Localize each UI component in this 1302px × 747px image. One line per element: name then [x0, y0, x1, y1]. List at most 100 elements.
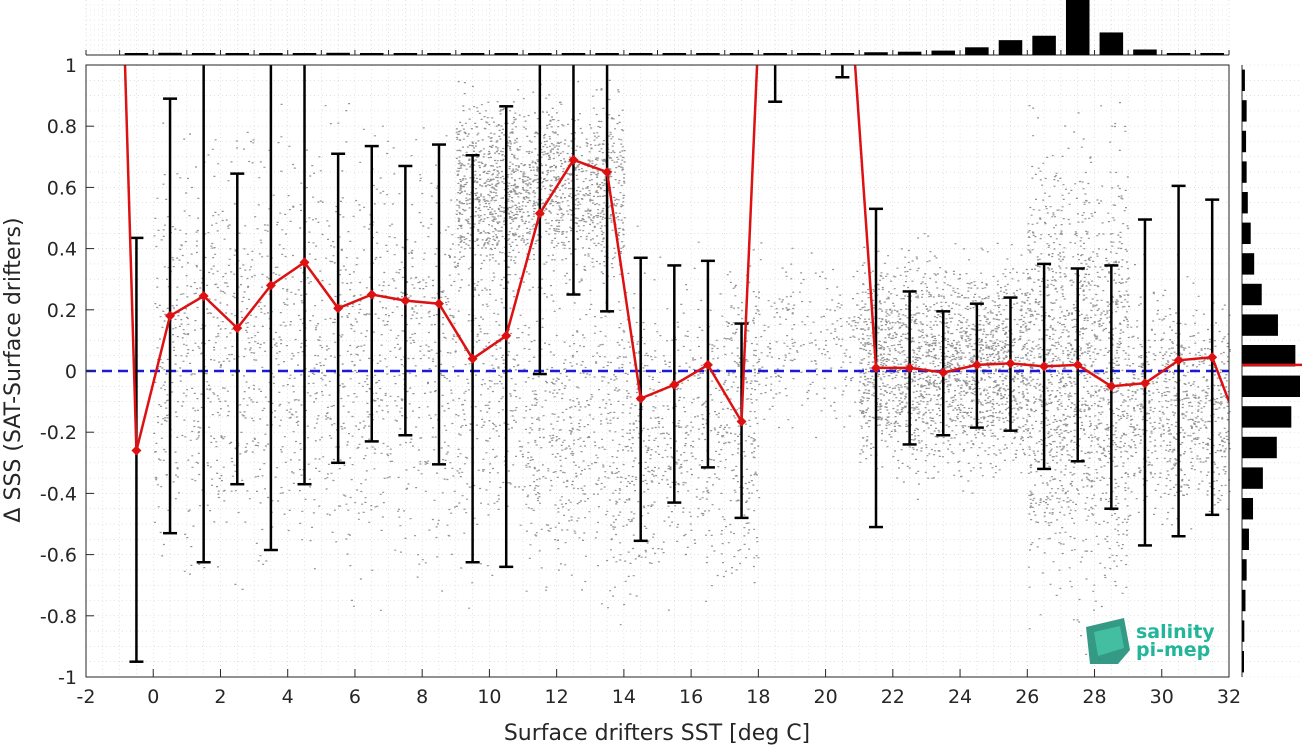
- y-tick-label: -0.8: [40, 606, 77, 628]
- x-tick-label: 8: [416, 686, 428, 708]
- top-hist-bar: [225, 53, 250, 55]
- right-hist-bar: [1242, 467, 1263, 489]
- mean-point: [568, 154, 579, 165]
- x-tick-label: 2: [214, 686, 226, 708]
- x-tick-label: 32: [1217, 686, 1241, 708]
- top-hist-bar: [1099, 32, 1124, 55]
- x-tick-label: 26: [1015, 686, 1039, 708]
- y-tick-label: 1: [65, 55, 77, 77]
- x-tick-label: 12: [545, 686, 569, 708]
- x-tick-label: 10: [477, 686, 501, 708]
- mean-point: [669, 379, 680, 390]
- axis-ticks: -2 0 2 4 6 8 10 12 14 16 18 20 22 24 26 28 30 32-1-0.8-0.…: [40, 55, 1241, 708]
- x-tick-label: 24: [948, 686, 972, 708]
- top-hist-bar: [595, 53, 619, 55]
- x-tick-label: 6: [349, 686, 361, 708]
- y-tick-label: -0.6: [40, 545, 77, 567]
- top-hist-bar: [158, 52, 182, 55]
- top-hist-bar: [1200, 53, 1224, 55]
- x-tick-label: -2: [77, 686, 96, 708]
- top-hist-bar: [326, 52, 350, 55]
- mean-point: [971, 359, 982, 370]
- mean-point: [1039, 361, 1050, 372]
- top-hist-bar: [1133, 49, 1157, 55]
- right-hist-bar: [1242, 344, 1296, 367]
- top-hist-bar: [998, 40, 1023, 55]
- mean-point: [736, 416, 747, 427]
- top-histogram: [85, 0, 1230, 56]
- salinity-pi-mep-logo: salinity pi-mep: [1086, 618, 1215, 664]
- mean-point: [938, 367, 949, 378]
- logo-text-line1: salinity: [1136, 621, 1215, 643]
- top-hist-bar: [628, 53, 653, 55]
- main-plot-area: [85, 64, 1231, 678]
- top-hist-bar: [1065, 0, 1090, 55]
- y-tick-label: 0: [65, 361, 77, 383]
- mean-line: [123, 65, 1229, 451]
- right-histogram: [1241, 64, 1302, 678]
- mean-point: [165, 310, 176, 321]
- x-axis-label: Surface drifters SST [deg C]: [504, 721, 810, 746]
- x-tick-label: 0: [147, 686, 159, 708]
- y-axis-label: Δ SSS (SAT-Surface drifters): [1, 217, 26, 522]
- top-hist-bar: [763, 53, 787, 55]
- mean-point: [366, 289, 377, 300]
- x-tick-label: 16: [679, 686, 703, 708]
- right-hist-bar: [1242, 497, 1254, 520]
- mean-point: [1072, 359, 1083, 370]
- right-hist-bar: [1242, 314, 1278, 336]
- top-hist-bar: [931, 50, 956, 55]
- top-hist-bar: [359, 53, 384, 55]
- right-hist-bar: [1242, 69, 1245, 92]
- x-tick-label: 4: [282, 686, 294, 708]
- right-hist-bar: [1242, 253, 1255, 275]
- top-hist-bar: [696, 53, 720, 55]
- mean-point: [299, 257, 310, 268]
- mean-point: [1106, 381, 1117, 392]
- top-hist-bar: [1166, 53, 1191, 55]
- mean-point: [904, 362, 915, 373]
- y-tick-label: -1: [58, 667, 77, 689]
- y-tick-label: 0.8: [47, 116, 77, 138]
- top-hist-bar: [830, 53, 855, 55]
- x-tick-label: 14: [612, 686, 636, 708]
- y-tick-label: -0.2: [40, 422, 77, 444]
- mean-point: [467, 353, 478, 364]
- right-hist-bar: [1242, 222, 1251, 245]
- y-tick-label: 0.6: [47, 177, 77, 199]
- grid-lines: [85, 64, 1230, 678]
- right-hist-bar: [1242, 620, 1245, 642]
- mean-point: [702, 359, 713, 370]
- logo-mark-highlight: [1094, 626, 1124, 656]
- mean-point: [1207, 352, 1218, 363]
- right-hist-bar: [1242, 283, 1262, 306]
- mean-point: [198, 291, 209, 302]
- top-hist-bar: [965, 47, 989, 55]
- right-hist-bar: [1242, 130, 1247, 153]
- top-hist-bar: [561, 53, 586, 55]
- right-hist-bar: [1242, 559, 1247, 581]
- mean-point: [232, 323, 243, 334]
- right-hist-bar: [1242, 650, 1244, 673]
- top-hist-bar: [124, 53, 149, 55]
- right-hist-bar: [1242, 375, 1300, 398]
- x-tick-label: 20: [813, 686, 837, 708]
- mean-point: [400, 295, 411, 306]
- mean-point: [265, 280, 276, 291]
- x-tick-label: 22: [881, 686, 905, 708]
- mean-point: [602, 167, 613, 178]
- top-hist-bar: [259, 53, 283, 55]
- top-hist-bar: [864, 52, 888, 55]
- top-hist-bar: [797, 53, 821, 55]
- mean-point: [433, 298, 444, 309]
- top-hist-bar: [494, 53, 518, 55]
- mean-point: [1005, 358, 1016, 369]
- mean-point: [1173, 355, 1184, 366]
- mean-point: [871, 362, 882, 373]
- logo-text-line2: pi-mep: [1136, 639, 1210, 661]
- binned-mean-line: [123, 65, 1229, 456]
- y-tick-label: -0.4: [40, 483, 77, 505]
- x-tick-label: 18: [746, 686, 770, 708]
- top-hist-bar: [393, 53, 418, 55]
